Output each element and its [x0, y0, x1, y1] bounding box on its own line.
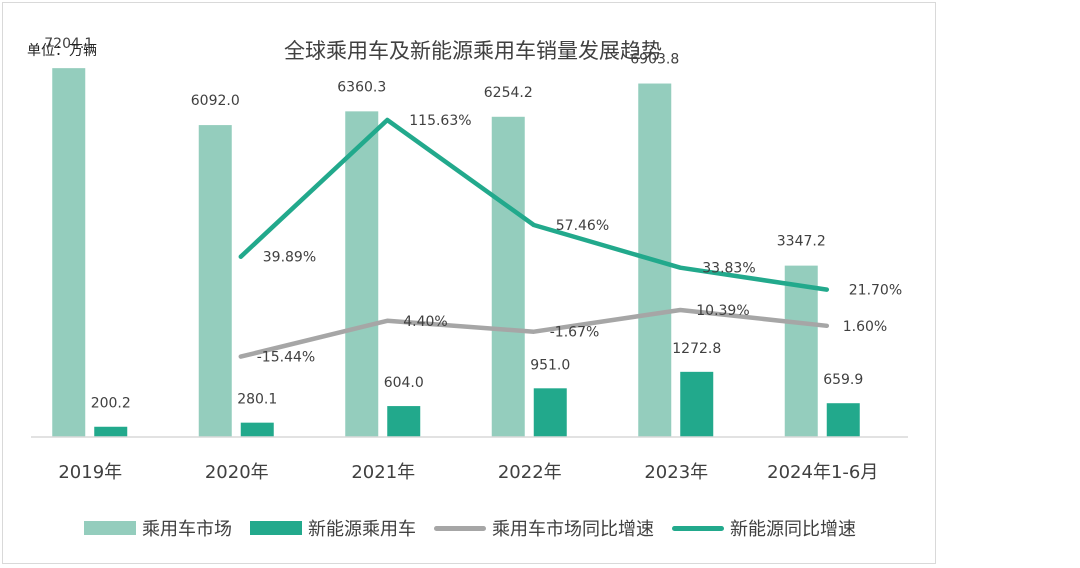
line-market-growth: [238, 307, 830, 359]
label-nev-growth-2: 115.63%: [409, 113, 471, 129]
legend: 乘用车市场 新能源乘用车 乘用车市场同比增速 新能源同比增速: [3, 515, 937, 541]
label-nev-5: 659.9: [823, 372, 863, 388]
label-nev-3: 951.0: [530, 357, 570, 373]
label-nev-growth-5: 21.70%: [849, 283, 902, 299]
bar-nev-0: [94, 426, 128, 437]
label-market-4: 6903.8: [630, 52, 679, 68]
label-nev-0: 200.2: [91, 396, 131, 412]
label-market-growth-3: -1.67%: [550, 325, 600, 341]
legend-swatch-market-growth: [434, 525, 486, 531]
label-nev-2: 604.0: [384, 375, 424, 391]
label-market-3: 6254.2: [484, 85, 533, 101]
legend-item-nev-growth: 新能源同比增速: [672, 515, 856, 541]
bar-nev-1: [240, 422, 274, 437]
x-tick-label-2: 2021年: [351, 462, 415, 483]
legend-swatch-market: [84, 521, 136, 535]
x-tick-label-0: 2019年: [58, 462, 122, 483]
legend-label-nev: 新能源乘用车: [308, 519, 416, 540]
unit-label: 单位：万辆: [27, 43, 97, 59]
chart-frame: 7204.1 200.2 6092.0 280.1 6360.3 604.0 6254.2 9…: [2, 2, 936, 564]
label-nev-growth-1: 39.89%: [263, 250, 316, 266]
legend-label-market-growth: 乘用车市场同比增速: [492, 519, 654, 540]
label-nev-1: 280.1: [237, 392, 277, 408]
x-tick-label-1: 2020年: [205, 462, 269, 483]
legend-swatch-nev: [250, 521, 302, 535]
label-market-growth-5: 1.60%: [843, 319, 887, 335]
chart-title: 全球乘用车及新能源乘用车销量发展趋势: [284, 39, 662, 63]
label-market-growth-1: -15.44%: [257, 350, 315, 366]
bar-market-0: [52, 68, 86, 437]
bar-nev-4: [680, 371, 714, 437]
legend-item-market: 乘用车市场: [84, 515, 232, 541]
legend-item-nev: 新能源乘用车: [250, 515, 416, 541]
x-tick-label-4: 2023年: [644, 462, 708, 483]
label-market-1: 6092.0: [191, 93, 240, 109]
label-market-growth-4: 10.39%: [696, 303, 749, 319]
label-market-2: 6360.3: [337, 79, 386, 95]
label-market-0: 7204.1: [44, 36, 93, 52]
label-nev-growth-4: 33.83%: [702, 261, 755, 277]
bar-nev-3: [533, 388, 567, 437]
chart-plot: 7204.1 200.2 6092.0 280.1 6360.3 604.0 6254.2 9…: [31, 36, 908, 483]
x-tick-label-5: 2024年1-6月: [767, 462, 878, 483]
bar-nev-2: [387, 406, 421, 437]
bar-market-5: [784, 265, 818, 437]
label-nev-4: 1272.8: [672, 341, 721, 357]
line-nev-growth: [238, 117, 830, 292]
bar-nev-5: [826, 403, 860, 437]
label-market-5: 3347.2: [777, 234, 826, 250]
label-market-growth-2: 4.40%: [403, 314, 447, 330]
legend-swatch-nev-growth: [672, 525, 724, 531]
bar-market-2: [345, 111, 379, 438]
legend-label-nev-growth: 新能源同比增速: [730, 519, 856, 540]
bar-market-1: [198, 125, 232, 437]
legend-item-market-growth: 乘用车市场同比增速: [434, 515, 654, 541]
x-tick-label-3: 2022年: [498, 462, 562, 483]
label-nev-growth-3: 57.46%: [556, 218, 609, 234]
legend-label-market: 乘用车市场: [142, 519, 232, 540]
bar-market-3: [491, 116, 525, 437]
